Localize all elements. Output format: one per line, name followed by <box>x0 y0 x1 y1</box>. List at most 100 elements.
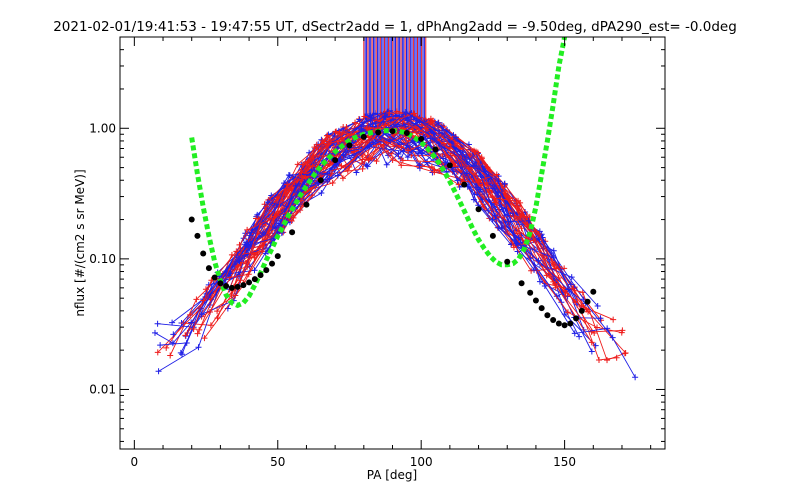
trace-point <box>254 211 261 218</box>
trace-point <box>206 308 213 315</box>
trace-point <box>455 181 462 188</box>
trace-point <box>310 152 317 159</box>
trace-point <box>398 144 405 151</box>
trace-point <box>588 339 595 346</box>
trace-point <box>334 172 341 179</box>
trace-point <box>565 286 572 293</box>
trace-line <box>272 112 575 297</box>
black-fit-point <box>550 317 557 324</box>
trace-point <box>477 186 484 193</box>
trace-point <box>382 114 389 121</box>
black-fit-point <box>403 130 410 137</box>
trace-point <box>536 278 543 285</box>
trace-point <box>596 357 603 364</box>
trace-point <box>613 354 620 361</box>
black-fit-point <box>274 253 281 260</box>
black-fit-point <box>475 206 482 213</box>
trace-point <box>313 141 320 148</box>
black-fit-point <box>194 232 201 239</box>
trace-point <box>182 332 189 339</box>
black-fit-point <box>332 157 339 164</box>
black-fit-point <box>389 128 396 135</box>
trace-point <box>246 232 253 239</box>
trace-point <box>402 109 409 116</box>
trace-point <box>241 241 248 248</box>
peak-sweep-lines <box>363 37 427 122</box>
trace-point <box>416 162 423 169</box>
trace-point <box>372 139 379 146</box>
chart-title: 2021-02-01/19:41:53 - 19:47:55 UT, dSect… <box>53 19 737 35</box>
trace-point <box>591 330 598 337</box>
trace-point <box>251 267 258 274</box>
trace-point <box>501 181 508 188</box>
trace-point <box>543 272 550 279</box>
black-fit-point <box>200 250 207 257</box>
black-fit-point <box>578 307 585 314</box>
trace-line <box>180 118 499 354</box>
trace-point <box>439 130 446 137</box>
trace-point <box>428 119 435 126</box>
trace-point <box>292 182 299 189</box>
black-fit-point <box>584 298 591 305</box>
trace-point <box>463 170 470 177</box>
black-fit-point <box>217 280 224 287</box>
trace-point <box>532 228 539 235</box>
trace-point <box>208 277 215 284</box>
trace-point <box>398 162 405 169</box>
black-fit-point <box>263 267 270 274</box>
black-fit-point <box>527 289 534 296</box>
trace-point <box>594 303 601 310</box>
measurement-trace <box>206 110 537 315</box>
trace-point <box>570 285 577 292</box>
trace-point <box>244 226 251 233</box>
trace-point <box>485 207 492 214</box>
trace-point <box>324 170 331 177</box>
trace-point <box>428 126 435 133</box>
trace-point <box>395 151 402 158</box>
trace-point <box>187 311 194 318</box>
trace-point <box>336 129 343 136</box>
trace-line <box>255 127 522 219</box>
y-tick-label: 0.01 <box>89 382 116 396</box>
trace-point <box>154 349 161 356</box>
black-fit-point <box>446 162 453 169</box>
y-tick-label: 0.10 <box>89 252 116 266</box>
trace-point <box>427 135 434 142</box>
trace-point <box>517 213 524 220</box>
trace-point <box>415 150 422 157</box>
black-fit-point <box>590 288 597 295</box>
trace-point <box>604 357 611 364</box>
trace-point <box>440 155 447 162</box>
trace-point <box>170 331 177 338</box>
trace-point <box>196 326 203 333</box>
trace-point <box>358 160 365 167</box>
y-tick-label: 1.00 <box>89 121 116 135</box>
trace-point <box>333 128 340 135</box>
black-fit-point <box>234 283 241 290</box>
x-axis-label: PA [deg] <box>367 468 417 482</box>
black-fit-point <box>489 232 496 239</box>
black-fit-point <box>461 181 468 188</box>
black-fit-point <box>567 320 574 327</box>
trace-point <box>308 167 315 174</box>
trace-point <box>329 179 336 186</box>
trace-point <box>454 177 461 184</box>
trace-point <box>621 350 628 357</box>
trace-point <box>550 247 557 254</box>
trace-point <box>489 216 496 223</box>
trace-point <box>294 161 301 168</box>
black-fit-point <box>223 282 230 289</box>
trace-point <box>477 172 484 179</box>
trace-point <box>193 296 200 303</box>
measurement-trace <box>214 119 559 315</box>
trace-point <box>169 319 176 326</box>
black-fit-point <box>573 315 580 322</box>
trace-point <box>201 335 208 342</box>
trace-point <box>263 203 270 210</box>
trace-point <box>167 352 174 359</box>
trace-point <box>154 320 161 327</box>
trace-point <box>352 119 359 126</box>
trace-point <box>364 163 371 170</box>
black-fit-point <box>360 133 367 140</box>
trace-point <box>470 196 477 203</box>
